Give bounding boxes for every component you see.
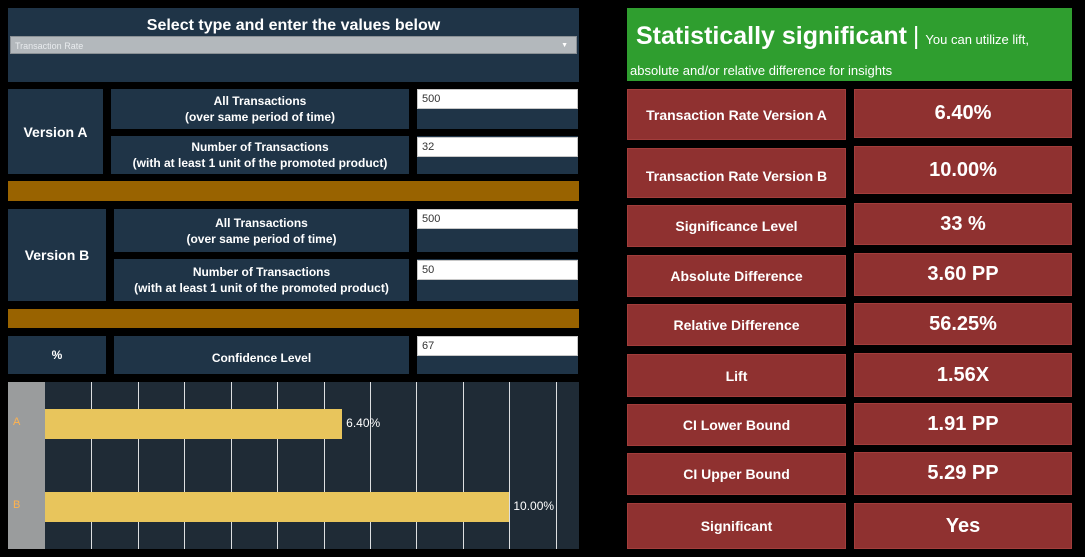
result-value-significant: Yes xyxy=(854,503,1072,549)
version-b-num-transactions-input[interactable] xyxy=(417,260,578,280)
chart-gridline xyxy=(137,382,139,549)
chart-gridline xyxy=(277,382,279,549)
result-label-rate-b: Transaction Rate Version B xyxy=(627,148,846,198)
chart-category-label: B xyxy=(13,499,21,512)
result-value-significance-level: 33 % xyxy=(854,203,1072,245)
result-value-ci-lower: 1.91 PP xyxy=(854,403,1072,445)
chart-bar xyxy=(45,492,510,523)
version-a-all-transactions-label-line2: (over same period of time) xyxy=(184,110,336,124)
confidence-level-input[interactable] xyxy=(417,336,578,356)
chart-gridline xyxy=(416,382,418,549)
chart-gridline xyxy=(370,382,372,549)
result-label-significant: Significant xyxy=(627,503,846,549)
type-selector-panel: Select type and enter the values below T… xyxy=(8,8,579,82)
significance-subtitle-2: absolute and/or relative difference for … xyxy=(630,63,893,78)
type-select-value: Transaction Rate xyxy=(15,41,84,51)
version-a-all-transactions-label-line1: All Transactions xyxy=(213,94,307,108)
version-a-num-transactions-input[interactable] xyxy=(417,137,578,157)
chart-gridline xyxy=(230,382,232,549)
result-label-lift: Lift xyxy=(627,354,846,397)
result-label-significance-level: Significance Level xyxy=(627,205,846,247)
result-value-relative-difference: 56.25% xyxy=(854,303,1072,345)
version-a-all-transactions-label: All Transactions (over same period of ti… xyxy=(111,89,409,129)
chart-gridline xyxy=(462,382,464,549)
chevron-down-icon: ▼ xyxy=(561,42,568,49)
type-select[interactable]: Transaction Rate ▼ xyxy=(10,36,577,54)
chart-bar xyxy=(45,408,343,439)
chart-gridline xyxy=(91,382,93,549)
result-label-relative-difference: Relative Difference xyxy=(627,304,846,346)
chart-gridline xyxy=(323,382,325,549)
chart-category-axis xyxy=(8,382,45,549)
version-a-num-transactions-label: Number of Transactions (with at least 1 … xyxy=(111,136,409,174)
confidence-unit-label: % xyxy=(8,336,106,374)
version-a-num-transactions-label-line1: Number of Transactions xyxy=(191,140,329,154)
result-value-ci-upper: 5.29 PP xyxy=(854,452,1072,495)
version-a-all-transactions-input[interactable] xyxy=(417,89,578,109)
banner-separator: | xyxy=(912,22,920,50)
result-label-ci-lower: CI Lower Bound xyxy=(627,404,846,446)
version-b-all-transactions-label-line1: All Transactions xyxy=(215,215,308,230)
section-divider-b xyxy=(8,309,579,328)
significance-subtitle-1: You can utilize lift, xyxy=(925,32,1030,47)
version-b-label: Version B xyxy=(8,209,106,301)
version-b-all-transactions-label-line2: (over same period of time) xyxy=(186,231,337,246)
result-label-ci-upper: CI Upper Bound xyxy=(627,453,846,495)
version-b-num-transactions-label-line1: Number of Transactions xyxy=(192,265,331,279)
chart-data-label: 6.40% xyxy=(346,415,381,430)
page-title: Select type and enter the values below xyxy=(146,17,441,34)
version-b-all-transactions-input[interactable] xyxy=(417,209,578,229)
significance-title: Statistically significant xyxy=(636,22,907,50)
result-value-lift: 1.56X xyxy=(854,353,1072,397)
chart-category-label: A xyxy=(13,415,21,428)
version-b-all-transactions-label: All Transactions (over same period of ti… xyxy=(114,209,409,252)
chart-gridline xyxy=(555,382,557,549)
chart-gridline xyxy=(184,382,186,549)
result-label-rate-a: Transaction Rate Version A xyxy=(627,89,846,140)
chart-data-label: 10.00% xyxy=(513,499,555,514)
result-value-rate-a: 6.40% xyxy=(854,89,1072,138)
section-divider-a xyxy=(8,181,579,201)
transaction-rate-chart: A 6.40% B 10.00% xyxy=(8,382,579,549)
confidence-level-label: Confidence Level xyxy=(114,336,409,374)
result-label-absolute-difference: Absolute Difference xyxy=(627,255,846,297)
significance-banner: Statistically significant | You can utiliz… xyxy=(627,8,1072,81)
result-value-rate-b: 10.00% xyxy=(854,146,1072,194)
version-b-num-transactions-label-line2: (with at least 1 unit of the promoted pr… xyxy=(134,281,389,295)
version-a-num-transactions-label-line2: (with at least 1 unit of the promoted pr… xyxy=(132,156,388,170)
version-b-num-transactions-label: Number of Transactions (with at least 1 … xyxy=(114,259,409,301)
result-value-absolute-difference: 3.60 PP xyxy=(854,253,1072,296)
chart-gridline xyxy=(509,382,511,549)
version-a-label: Version A xyxy=(8,89,103,174)
